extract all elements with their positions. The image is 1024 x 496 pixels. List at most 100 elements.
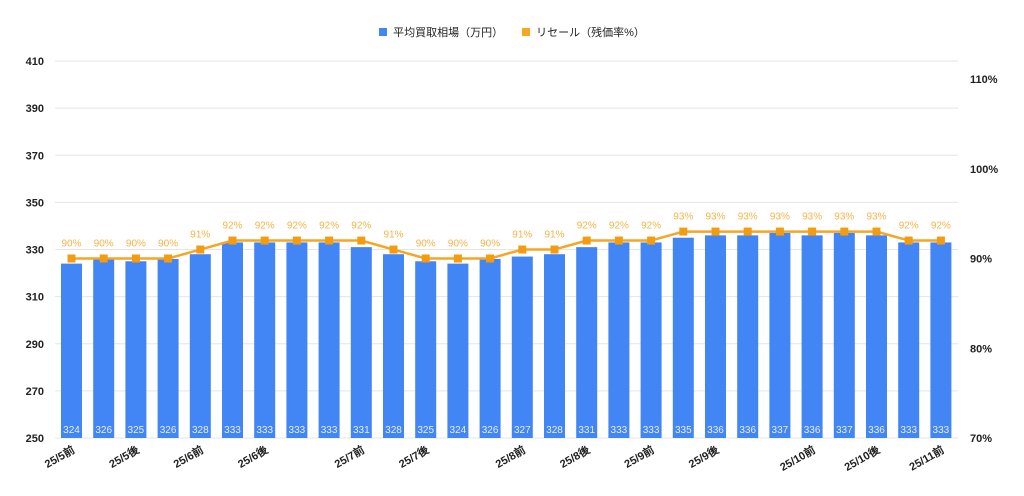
x-axis-tick: 25/6後 <box>235 442 271 471</box>
bar[interactable] <box>447 263 469 438</box>
line-marker[interactable] <box>453 254 462 263</box>
bar-value-label: 326 <box>160 425 177 436</box>
bar[interactable] <box>222 242 243 438</box>
bar[interactable] <box>737 235 759 438</box>
chart-legend: 平均買取相場（万円） リセール（残価率%） <box>0 24 1024 40</box>
line-marker[interactable] <box>131 254 140 263</box>
bar-value-label: 333 <box>611 425 628 436</box>
left-axis-tick: 250 <box>26 433 44 445</box>
line-marker[interactable] <box>389 245 398 254</box>
left-axis-tick: 290 <box>26 339 44 351</box>
line-value-label: 91% <box>512 230 532 241</box>
line-marker[interactable] <box>228 236 237 245</box>
line-marker[interactable] <box>325 236 334 245</box>
line-marker[interactable] <box>775 227 784 236</box>
bar[interactable] <box>576 247 598 438</box>
line-value-label: 91% <box>544 230 564 241</box>
x-axis-tick: 25/7後 <box>396 442 432 471</box>
bar-value-label: 333 <box>321 425 338 436</box>
line-marker[interactable] <box>292 236 301 245</box>
line-marker[interactable] <box>260 236 269 245</box>
line-marker[interactable] <box>99 254 108 263</box>
left-axis-tick: 390 <box>26 103 44 115</box>
bar[interactable] <box>61 263 82 438</box>
legend-item-bar[interactable]: 平均買取相場（万円） <box>379 24 503 40</box>
line-marker[interactable] <box>936 236 945 245</box>
left-axis-tick: 350 <box>26 197 44 209</box>
line-marker[interactable] <box>872 227 881 236</box>
line-value-label: 93% <box>738 212 758 223</box>
x-axis-tick: 25/6前 <box>171 442 206 470</box>
line-marker[interactable] <box>904 236 913 245</box>
line-marker[interactable] <box>582 236 591 245</box>
bar-value-label: 325 <box>417 425 434 436</box>
legend-item-line[interactable]: リセール（残価率%） <box>522 24 645 40</box>
bar[interactable] <box>93 258 115 438</box>
bar-value-label: 337 <box>836 425 853 436</box>
bar[interactable] <box>254 242 276 438</box>
bar-value-label: 333 <box>900 425 917 436</box>
bar[interactable] <box>157 258 179 438</box>
bar[interactable] <box>415 261 437 438</box>
bar-value-label: 336 <box>707 425 724 436</box>
line-value-label: 93% <box>866 212 886 223</box>
bar[interactable] <box>640 242 662 438</box>
line-value-label: 92% <box>931 221 951 232</box>
line-marker[interactable] <box>357 236 366 245</box>
line-marker[interactable] <box>840 227 849 236</box>
line-value-label: 93% <box>770 212 790 223</box>
line-marker[interactable] <box>518 245 527 254</box>
right-axis-tick: 100% <box>970 164 998 176</box>
line-value-label: 92% <box>351 221 371 232</box>
bar[interactable] <box>705 235 726 438</box>
bar-value-label: 328 <box>385 425 402 436</box>
bar[interactable] <box>383 254 404 438</box>
legend-label-line: リセール（残価率%） <box>536 27 645 39</box>
line-marker[interactable] <box>808 227 817 236</box>
bar[interactable] <box>866 235 887 438</box>
line-value-label: 90% <box>158 239 178 250</box>
line-value-label: 90% <box>94 239 114 250</box>
bar[interactable] <box>898 242 920 438</box>
x-axis-tick: 25/7前 <box>332 442 367 470</box>
bar[interactable] <box>930 242 952 438</box>
bar[interactable] <box>479 258 501 438</box>
bar[interactable] <box>801 235 823 438</box>
line-marker[interactable] <box>196 245 205 254</box>
line-marker[interactable] <box>743 227 752 236</box>
x-axis-tick: 25/8後 <box>557 442 593 471</box>
line-marker[interactable] <box>711 227 720 236</box>
left-axis-tick: 310 <box>26 292 44 304</box>
bar[interactable] <box>189 254 211 438</box>
bar-value-label: 325 <box>128 425 145 436</box>
line-value-label: 91% <box>383 230 403 241</box>
bar[interactable] <box>318 242 340 438</box>
bar[interactable] <box>608 242 630 438</box>
line-marker[interactable] <box>164 254 173 263</box>
bar[interactable] <box>511 256 533 438</box>
x-axis-tick: 25/9前 <box>622 442 657 470</box>
bar[interactable] <box>833 233 855 438</box>
bar-value-label: 336 <box>804 425 821 436</box>
line-marker[interactable] <box>647 236 656 245</box>
right-axis-tick: 110% <box>970 74 998 86</box>
bar[interactable] <box>544 254 565 438</box>
bar[interactable] <box>672 237 694 438</box>
x-axis-tick: 25/5後 <box>106 442 142 471</box>
legend-label-bar: 平均買取相場（万円） <box>393 27 504 39</box>
resale-line <box>71 230 941 260</box>
line-marker[interactable] <box>614 236 623 245</box>
line-marker[interactable] <box>67 254 76 263</box>
bar[interactable] <box>350 247 372 438</box>
bar[interactable] <box>769 233 791 438</box>
bar[interactable] <box>286 242 308 438</box>
line-marker[interactable] <box>421 254 430 263</box>
line-marker[interactable] <box>679 227 688 236</box>
x-axis-tick: 25/10前 <box>777 442 817 473</box>
bar-value-label: 336 <box>739 425 756 436</box>
bar[interactable] <box>125 261 147 438</box>
line-marker[interactable] <box>486 254 495 263</box>
line-marker[interactable] <box>550 245 559 254</box>
